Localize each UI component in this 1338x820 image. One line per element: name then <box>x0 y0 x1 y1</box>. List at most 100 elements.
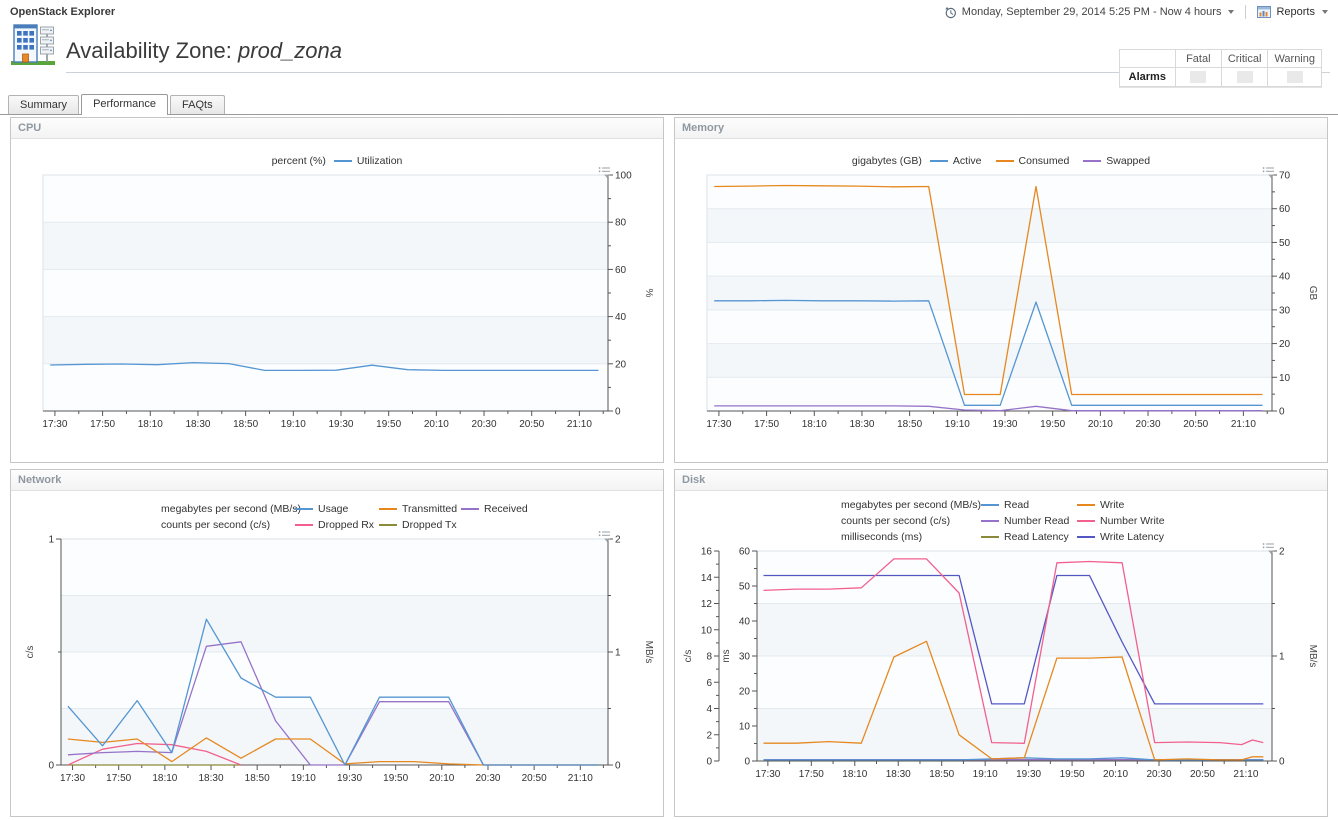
legend-item[interactable]: Read <box>981 499 1077 511</box>
legend-label: Dropped Rx <box>318 519 375 531</box>
legend-item[interactable]: Consumed <box>995 155 1069 167</box>
caret-down-icon[interactable] <box>1228 10 1235 14</box>
svg-text:20:10: 20:10 <box>424 419 449 430</box>
svg-text:18:30: 18:30 <box>886 769 911 780</box>
legend-item[interactable]: Number Write <box>1077 515 1173 527</box>
svg-text:18:10: 18:10 <box>842 769 867 780</box>
svg-text:40: 40 <box>615 312 627 323</box>
alarms-col-fatal: Fatal <box>1174 49 1222 68</box>
series-write-latency <box>763 574 1264 705</box>
svg-text:18:10: 18:10 <box>138 419 163 430</box>
legend-item[interactable]: Active <box>929 155 982 167</box>
svg-text:MB/s: MB/s <box>643 641 654 664</box>
legend-label: Swapped <box>1106 155 1151 167</box>
legend-swatch <box>1077 520 1095 522</box>
svg-text:18:50: 18:50 <box>233 419 258 430</box>
svg-text:8: 8 <box>706 652 712 663</box>
legend-label: Active <box>952 155 982 167</box>
legend-unit-label: megabytes per second (MB/s) <box>161 503 302 515</box>
svg-text:10: 10 <box>1279 373 1291 384</box>
caret-down-icon[interactable] <box>1322 10 1328 14</box>
legend-swatch <box>379 524 397 526</box>
svg-text:20:50: 20:50 <box>519 419 544 430</box>
svg-text:MB/s: MB/s <box>1307 645 1318 668</box>
svg-text:20:30: 20:30 <box>475 773 500 784</box>
reports-button[interactable]: Reports <box>1276 6 1315 18</box>
legend-label: Write Latency <box>1100 531 1164 543</box>
legend-item[interactable]: Dropped Rx <box>295 519 379 531</box>
time-range-label[interactable]: Monday, September 29, 2014 5:25 PM - Now… <box>961 6 1222 18</box>
svg-text:2: 2 <box>1279 547 1285 558</box>
legend-item[interactable]: Utilization <box>333 155 403 167</box>
svg-text:17:30: 17:30 <box>42 419 67 430</box>
svg-text:18:30: 18:30 <box>849 419 874 430</box>
legend-label: Utilization <box>356 155 403 167</box>
svg-text:70: 70 <box>1279 171 1291 182</box>
legend-item[interactable]: Transmitted <box>379 503 461 515</box>
legend-item[interactable]: Write <box>1077 499 1173 511</box>
clock-icon <box>944 6 957 19</box>
svg-text:60: 60 <box>615 265 627 276</box>
legend-item[interactable]: Received <box>461 503 528 515</box>
svg-text:100: 100 <box>615 171 632 182</box>
svg-text:17:50: 17:50 <box>106 773 131 784</box>
top-bar: OpenStack Explorer Monday, September 29,… <box>0 0 1338 21</box>
series-utilization <box>50 361 599 372</box>
svg-text:19:30: 19:30 <box>337 773 362 784</box>
legend-swatch <box>295 508 313 510</box>
chart-options-icon[interactable] <box>598 166 612 184</box>
svg-text:17:50: 17:50 <box>799 769 824 780</box>
svg-text:20:10: 20:10 <box>429 773 454 784</box>
svg-text:18:10: 18:10 <box>152 773 177 784</box>
memory-chart-area: 17:30 17:50 18:10 18:30 18:50 19:10 19:30 19:50… <box>679 166 1324 446</box>
legend-swatch <box>1083 160 1102 162</box>
zone-name: prod_zona <box>238 38 342 63</box>
legend-label: Number Write <box>1100 515 1165 527</box>
svg-text:17:30: 17:30 <box>706 419 731 430</box>
svg-text:20:50: 20:50 <box>1183 419 1208 430</box>
memory-panel: Memory gigabytes (GB) Active Consumed Swappe… <box>674 117 1328 463</box>
legend-swatch <box>1077 504 1095 506</box>
svg-text:80: 80 <box>615 218 627 229</box>
network-panel: Network megabytes per second (MB/s) Usage T… <box>10 469 664 817</box>
cpu-panel: CPU percent (%) Utilization 17:30 17:50 18:10… <box>10 117 664 463</box>
alarm-count-cell[interactable] <box>1174 67 1222 87</box>
svg-text:0: 0 <box>615 761 621 772</box>
tab-performance[interactable]: Performance <box>81 94 169 115</box>
legend-label: Dropped Tx <box>402 519 457 531</box>
app-title: OpenStack Explorer <box>10 6 116 18</box>
chart-options-icon[interactable] <box>1262 166 1276 184</box>
chart-options-icon[interactable] <box>598 530 612 548</box>
disk-chart-area: 17:30 17:50 18:10 18:30 18:50 19:10 19:30 19:50… <box>679 542 1324 796</box>
svg-text:50: 50 <box>1279 238 1291 249</box>
legend-swatch <box>981 504 999 506</box>
series-usage <box>67 618 599 766</box>
network-chart-svg: 17:30 17:50 18:10 18:30 18:50 19:10 19:30 19:50… <box>25 535 654 785</box>
legend-item[interactable]: Usage <box>295 503 379 515</box>
network-panel-title: Network <box>11 470 663 491</box>
legend-item[interactable]: Swapped <box>1083 155 1150 167</box>
legend-label: Write <box>1100 499 1125 511</box>
memory-panel-title: Memory <box>675 118 1327 139</box>
legend-item[interactable]: Number Read <box>981 515 1077 527</box>
memory-chart-svg: 17:30 17:50 18:10 18:30 18:50 19:10 19:30 19:50… <box>706 171 1318 431</box>
svg-text:30: 30 <box>1279 305 1291 316</box>
legend-item[interactable]: Dropped Tx <box>379 519 461 531</box>
svg-text:17:50: 17:50 <box>90 419 115 430</box>
svg-text:19:10: 19:10 <box>973 769 998 780</box>
tab-faqts[interactable]: FAQts <box>170 95 225 114</box>
tab-summary[interactable]: Summary <box>8 95 80 114</box>
svg-text:18:10: 18:10 <box>802 419 827 430</box>
legend-item[interactable]: Write Latency <box>1077 531 1173 543</box>
svg-text:12: 12 <box>701 599 713 610</box>
legend-item[interactable]: Read Latency <box>981 531 1077 543</box>
legend-label: Read Latency <box>1004 531 1069 543</box>
alarm-count-cell[interactable] <box>1220 67 1269 87</box>
svg-text:17:50: 17:50 <box>754 419 779 430</box>
chart-options-icon[interactable] <box>1262 542 1276 560</box>
svg-text:0: 0 <box>1279 757 1285 768</box>
alarm-count-cell[interactable] <box>1267 67 1322 87</box>
svg-text:19:50: 19:50 <box>383 773 408 784</box>
alarms-table: Fatal Critical Warning Alarms <box>1118 49 1322 87</box>
svg-text:20:50: 20:50 <box>522 773 547 784</box>
